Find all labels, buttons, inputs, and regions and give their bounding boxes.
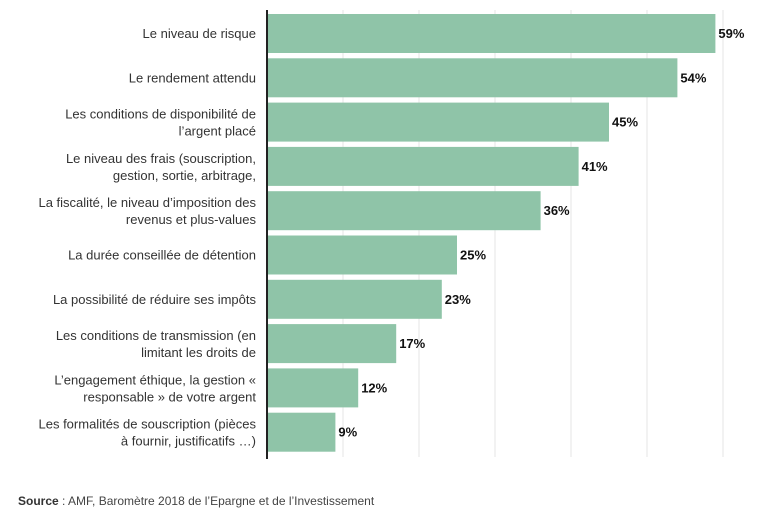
- value-labels: 59% 54% 45% 41% 36% 25% 23% 17% 12% 9%: [338, 26, 744, 440]
- category-label-5: La fiscalité, le niveau d’imposition des…: [38, 195, 256, 227]
- category-label-4: Le niveau des frais (souscription, gestio…: [66, 151, 256, 183]
- value-label-3: 45%: [612, 115, 638, 130]
- value-label-4: 41%: [582, 159, 608, 174]
- bar-7: [267, 279, 442, 319]
- value-label-9: 12%: [361, 380, 387, 395]
- value-label-2: 54%: [680, 70, 706, 85]
- value-label-5: 36%: [544, 203, 570, 218]
- category-label-2: Le rendement attendu: [129, 70, 256, 85]
- bar-10: [267, 412, 336, 452]
- category-label-3: Les conditions de disponibilité de l’arge…: [65, 107, 256, 139]
- category-label-10: Les formalités de souscription (pièces à …: [39, 417, 257, 449]
- value-label-8: 17%: [399, 336, 425, 351]
- bar-5: [267, 191, 541, 231]
- bars: [267, 14, 716, 452]
- source-label: Source: [18, 494, 59, 508]
- category-label-9: L’engagement éthique, la gestion «respon…: [54, 372, 256, 404]
- value-label-7: 23%: [445, 292, 471, 307]
- bar-chart: Le niveau de risque Le rendement attendu L…: [38, 10, 745, 459]
- bar-3: [267, 102, 609, 142]
- source-text: : AMF, Baromètre 2018 de l’Epargne et de…: [58, 494, 375, 508]
- bar-9: [267, 368, 359, 408]
- bar-6: [267, 235, 457, 275]
- bar-8: [267, 324, 397, 364]
- category-label-1: Le niveau de risque: [143, 26, 256, 41]
- value-label-6: 25%: [460, 248, 486, 263]
- category-labels: Le niveau de risque Le rendement attendu L…: [38, 26, 256, 449]
- category-label-6: La durée conseillée de détention: [68, 248, 256, 263]
- source-note: Source : AMF, Baromètre 2018 de l’Epargn…: [18, 494, 374, 508]
- bar-4: [267, 146, 579, 186]
- category-label-7: La possibilité de réduire ses impôts: [53, 292, 257, 307]
- bar-1: [267, 14, 716, 53]
- value-label-10: 9%: [338, 425, 357, 440]
- value-label-1: 59%: [718, 26, 744, 41]
- category-label-8: Les conditions de transmission (en limita…: [56, 328, 256, 360]
- bar-2: [267, 58, 678, 98]
